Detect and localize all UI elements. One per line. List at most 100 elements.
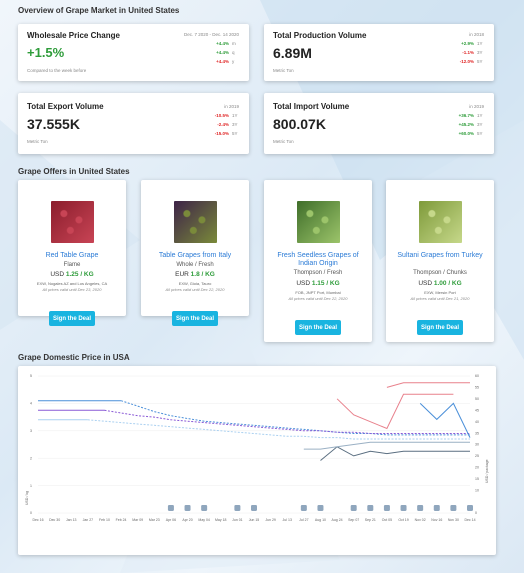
event-marker <box>467 505 473 511</box>
event-marker <box>433 505 440 511</box>
change-row: -12.0% 5Y <box>460 57 485 66</box>
offer-price: EUR 1.8 / KG <box>143 271 247 278</box>
offer-currency: EUR <box>175 271 189 278</box>
x-tick-label: Jul 27 <box>299 518 308 522</box>
offer-price-value: 1.00 / KG <box>433 280 462 287</box>
offer-name[interactable]: Sultani Grapes from Turkey <box>397 252 483 259</box>
event-marker <box>350 505 357 511</box>
y-tick-label-right: 55 <box>475 386 479 390</box>
sign-deal-button[interactable]: Sign the Deal <box>49 311 95 326</box>
change-row: +4.4% y <box>216 57 240 66</box>
y-axis-label-right: USD / package <box>485 459 489 483</box>
offer-price: USD 1.25 / KG <box>20 271 124 278</box>
change-value: +4.4% <box>216 41 229 46</box>
change-value: -12.0% <box>459 59 474 64</box>
offer-card: Sultani Grapes from Turkey Thompson / Ch… <box>386 180 494 342</box>
event-marker <box>234 505 241 511</box>
change-row: +2.9% 1Y <box>460 39 485 48</box>
export-unit: Metric Ton <box>27 139 48 144</box>
wholesale-price-card: Wholesale Price Change Dec. 7 2020 - Dec… <box>18 24 249 81</box>
wholesale-changes: +4.4% m +4.4% q +4.4% y <box>216 39 240 66</box>
production-changes: +2.9% 1Y -1.1% 3Y -12.0% 5Y <box>460 39 485 66</box>
product-image <box>419 201 462 243</box>
y-tick-label-left: 3 <box>30 429 32 433</box>
series-line <box>419 402 471 438</box>
wholesale-title: Wholesale Price Change <box>27 31 120 40</box>
offer-name[interactable]: Fresh Seedless Grapes of Indian Origin <box>277 252 359 267</box>
offer-validity: All prices valid until Dec 22, 2020 <box>288 296 348 301</box>
change-value: +45.2% <box>458 122 474 127</box>
export-title: Total Export Volume <box>27 102 104 111</box>
y-tick-label-right: 60 <box>475 374 479 378</box>
import-value: 800.07K <box>273 116 326 132</box>
event-marker <box>367 505 374 511</box>
offer-location: EXW, Nogales AZ and Los Angeles, CA <box>36 281 108 286</box>
y-tick-label-right: 30 <box>475 443 479 447</box>
change-value: +60.0% <box>458 131 474 136</box>
offers-title: Grape Offers in United States <box>18 167 130 176</box>
product-image <box>174 201 217 243</box>
x-tick-label: Jan 27 <box>83 518 94 522</box>
change-row: -1.1% 3Y <box>460 48 485 57</box>
offer-variety: Flame <box>63 262 81 268</box>
y-tick-label-right: 50 <box>475 397 479 401</box>
sign-deal-button[interactable]: Sign the Deal <box>295 320 341 335</box>
series-line <box>120 400 470 436</box>
x-tick-label: Sep 07 <box>348 518 359 522</box>
sign-deal-button[interactable]: Sign the Deal <box>172 311 218 326</box>
x-tick-label: Sep 21 <box>365 518 376 522</box>
change-row: +36.7% 1Y <box>459 111 485 120</box>
production-volume-card: Total Production Volume in 2018 6.89M Me… <box>264 24 494 81</box>
change-row: -10.5% 1Y <box>215 111 240 120</box>
production-unit: Metric Ton <box>273 68 294 73</box>
y-tick-label-right: 45 <box>475 408 479 412</box>
change-unit: 1Y <box>477 113 483 118</box>
offer-name[interactable]: Red Table Grape <box>45 252 99 259</box>
x-tick-label: Aug 24 <box>332 518 343 522</box>
y-tick-label-right: 10 <box>475 488 479 492</box>
import-volume-card: Total Import Volume in 2019 800.07K Metr… <box>264 93 494 154</box>
wholesale-date-range: Dec. 7 2020 - Dec. 14 2020 <box>183 32 239 37</box>
product-image <box>297 201 340 243</box>
offer-name[interactable]: Table Grapes from Italy <box>158 252 232 259</box>
change-unit: q <box>232 50 235 55</box>
series-line <box>87 419 470 440</box>
change-value: -1.1% <box>462 50 474 55</box>
wholesale-value: +1.5% <box>27 45 65 60</box>
overview-title: Overview of Grape Market in United State… <box>18 6 180 15</box>
event-marker <box>383 505 390 511</box>
series-line <box>320 446 470 461</box>
x-tick-label: Nov 30 <box>448 518 459 522</box>
x-tick-label: Jan 13 <box>66 518 77 522</box>
y-tick-label-right: 35 <box>475 431 479 435</box>
product-image <box>51 201 94 243</box>
y-tick-label-right: 25 <box>475 454 479 458</box>
change-value: +4.4% <box>216 59 229 64</box>
x-tick-label: Mar 23 <box>149 518 160 522</box>
x-tick-label: Dec 16 <box>32 518 43 522</box>
change-unit: 5Y <box>232 131 238 136</box>
x-tick-label: Oct 05 <box>382 518 392 522</box>
event-marker <box>317 505 324 511</box>
x-tick-label: Apr 20 <box>182 518 192 522</box>
change-unit: 1Y <box>477 41 483 46</box>
export-volume-card: Total Export Volume in 2019 37.555K Metr… <box>18 93 249 154</box>
offer-card: Table Grapes from Italy Whole / Fresh EU… <box>141 180 249 326</box>
x-tick-label: Jul 13 <box>283 518 292 522</box>
change-value: +4.4% <box>216 50 229 55</box>
x-tick-label: Dec 14 <box>464 518 475 522</box>
event-marker <box>167 505 174 511</box>
sign-deal-button[interactable]: Sign the Deal <box>417 320 463 335</box>
change-unit: 3Y <box>477 122 483 127</box>
offer-variety: Whole / Fresh <box>176 262 214 268</box>
offer-variety: Thompson / Chunks <box>413 270 467 276</box>
y-tick-label-right: 0 <box>475 511 477 515</box>
change-row: -15.0% 5Y <box>215 129 240 138</box>
x-tick-label: Dec 30 <box>49 518 60 522</box>
offer-price: USD 1.15 / KG <box>266 280 370 287</box>
change-unit: y <box>232 59 235 64</box>
change-row: +4.4% q <box>216 48 240 57</box>
x-tick-label: Feb 24 <box>116 518 127 522</box>
x-tick-label: Aug 10 <box>315 518 326 522</box>
